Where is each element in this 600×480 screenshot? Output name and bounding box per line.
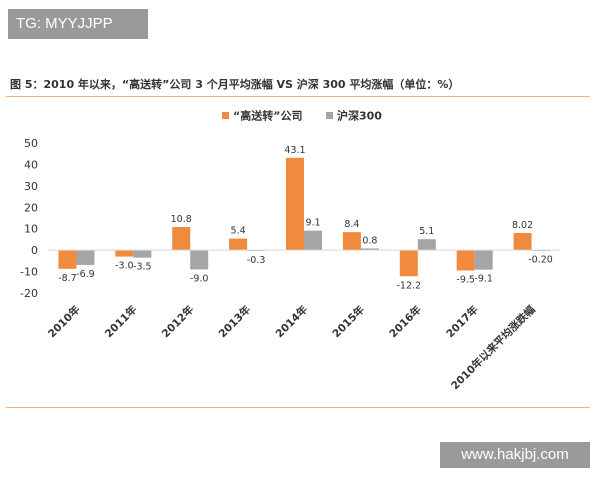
bar-hs300 <box>474 250 493 270</box>
watermark-bottom: www.hakjbj.com <box>440 442 590 468</box>
data-label: -9.0 <box>190 273 209 284</box>
y-tick-label: 50 <box>24 137 38 150</box>
figure-caption: 图 5：2010 年以来，“高送转”公司 3 个月平均涨幅 VS 沪深 300 … <box>10 78 460 91</box>
x-tick-label: 2010年 <box>45 303 83 341</box>
x-tick-label: 2012年 <box>159 303 197 341</box>
data-label: -0.3 <box>247 255 266 266</box>
y-tick-label: -20 <box>20 287 38 300</box>
x-tick-label: 2017年 <box>443 303 481 341</box>
data-label: 8.02 <box>512 220 533 231</box>
data-label: -6.9 <box>76 269 95 280</box>
data-label: 8.4 <box>344 219 359 230</box>
data-label: -3.5 <box>133 262 152 273</box>
x-tick-label: 2016年 <box>387 303 425 341</box>
y-tick-label: 20 <box>24 201 38 214</box>
x-tick-label: 2015年 <box>330 303 368 341</box>
data-label: 5.1 <box>419 226 434 237</box>
y-tick-label: -10 <box>20 266 38 279</box>
data-label: 10.8 <box>171 214 192 225</box>
x-tick-label: 2014年 <box>273 303 311 341</box>
data-label: -8.7 <box>58 273 77 284</box>
bar-gaosongzhuan <box>286 157 304 251</box>
bar-gaosongzhuan <box>58 250 77 269</box>
y-tick-label: 10 <box>24 223 38 236</box>
data-label: -9.1 <box>474 274 493 285</box>
bar-gaosongzhuan <box>172 227 191 251</box>
x-tick-label: 2011年 <box>102 303 140 341</box>
bar-gaosongzhuan <box>513 232 532 251</box>
bar-hs300 <box>360 248 379 251</box>
legend-label: “高送转”公司 <box>233 109 302 123</box>
legend: “高送转”公司 沪深300 <box>222 109 382 123</box>
caption-rule <box>6 96 590 97</box>
legend-swatch <box>222 112 229 119</box>
bar-gaosongzhuan <box>456 250 475 271</box>
bar-hs300 <box>417 239 436 251</box>
data-label: -12.2 <box>396 280 421 291</box>
data-label: 5.4 <box>231 226 246 237</box>
data-labels: -8.7 -3.0 10.8 5.4 43.1 8.4 -12.2 -9.5 8.02 -6.9 -… <box>58 145 553 291</box>
bottom-rule <box>6 407 590 408</box>
data-label: 0.8 <box>362 235 377 246</box>
data-label: -3.0 <box>115 261 134 272</box>
x-tick-label: 2013年 <box>216 303 254 341</box>
data-label: 9.1 <box>305 218 320 229</box>
bar-hs300 <box>304 230 322 251</box>
data-label: -9.5 <box>456 275 475 286</box>
bar-hs300 <box>76 250 95 265</box>
bar-hs300 <box>190 250 209 270</box>
y-tick-label: 30 <box>24 180 38 193</box>
data-label: 43.1 <box>284 145 305 156</box>
data-label: -0.20 <box>528 255 553 266</box>
bar-gaosongzhuan <box>115 250 134 257</box>
y-axis: -20 -10 0 10 20 30 40 50 <box>20 137 38 300</box>
bar-gaosongzhuan <box>399 250 418 277</box>
bar-hs300 <box>133 250 152 258</box>
y-tick-label: 0 <box>31 244 38 257</box>
legend-label: 沪深300 <box>337 109 382 123</box>
legend-swatch <box>326 112 333 119</box>
bars <box>58 157 550 277</box>
bar-gaosongzhuan <box>342 232 361 251</box>
y-tick-label: 40 <box>24 158 38 171</box>
watermark-top: TG: MYYJJPP <box>8 9 148 39</box>
bar-gaosongzhuan <box>229 238 248 251</box>
